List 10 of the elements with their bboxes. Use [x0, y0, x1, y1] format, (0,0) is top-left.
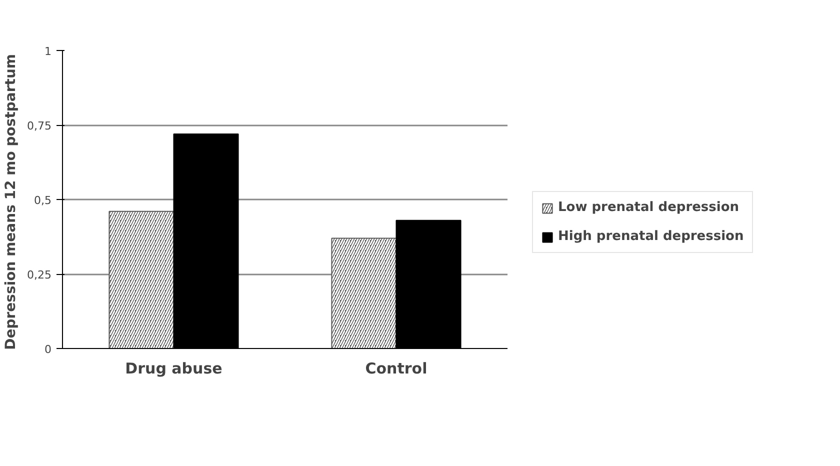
y-tick-label: 0: [44, 343, 52, 356]
y-tick-label: 0,75: [27, 120, 52, 132]
legend-label: High prenatal depression: [558, 229, 744, 244]
y-tick-label: 0,25: [27, 268, 52, 282]
x-tick-label: Drug abuse: [125, 360, 222, 378]
legend-label: Low prenatal depression: [558, 200, 740, 215]
x-tick-label: Control: [365, 360, 428, 378]
y-axis-title: Depression means 12 mo postpartum: [3, 54, 20, 350]
y-tick-label: 1: [44, 45, 52, 58]
y-tick-label: 0,5: [34, 194, 52, 207]
